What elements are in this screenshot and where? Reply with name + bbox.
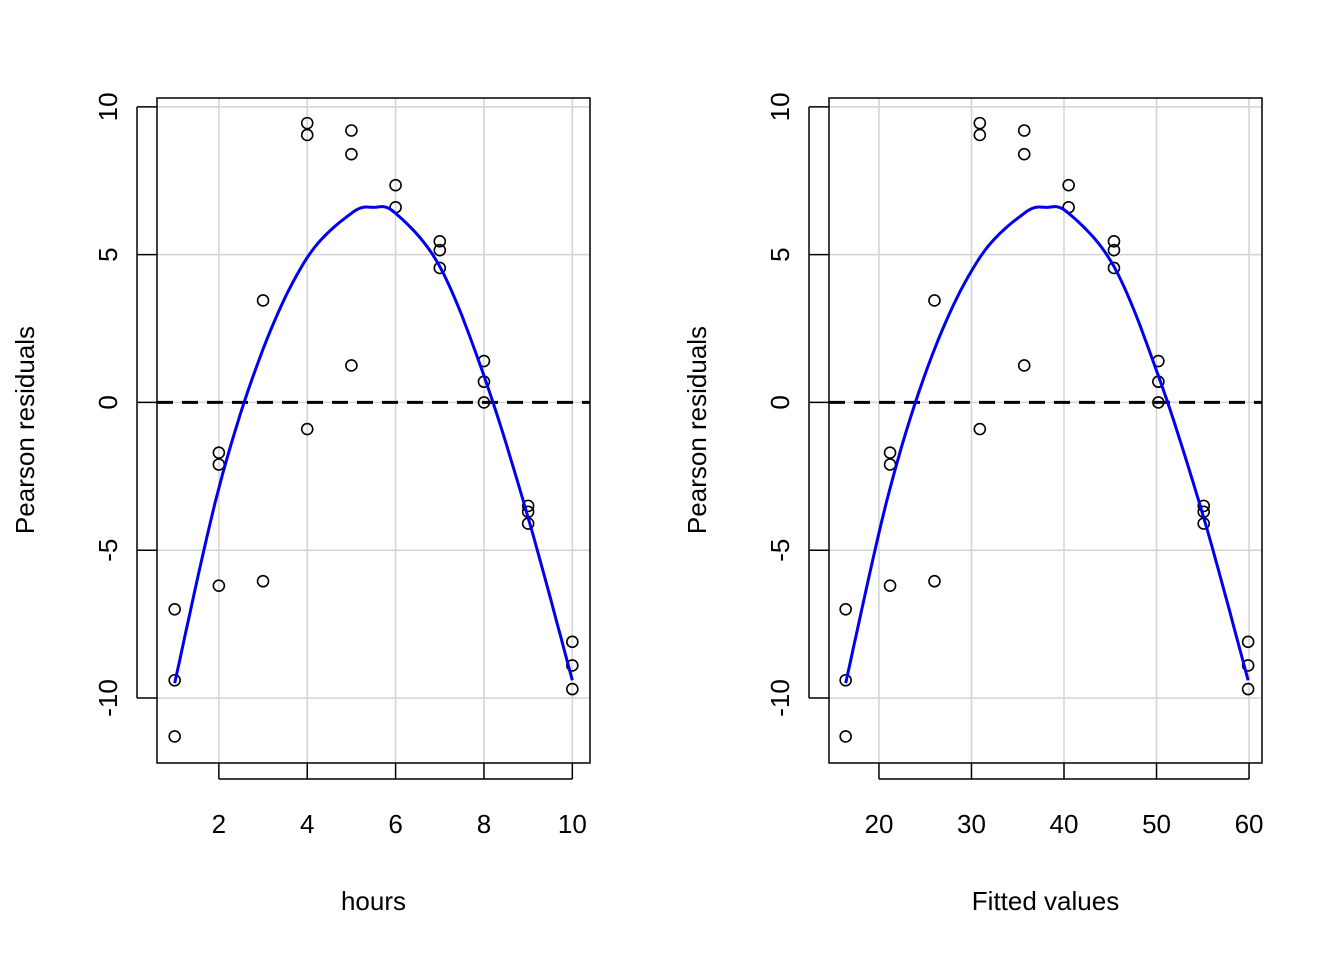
x-tick-label: 2 (212, 809, 226, 839)
data-point (256, 294, 270, 307)
data-point (1107, 235, 1121, 248)
data-point (1197, 499, 1211, 513)
data-point (521, 499, 535, 513)
plot-frame (156, 97, 591, 764)
data-point (345, 124, 358, 137)
data-point (1017, 359, 1031, 372)
data-point (168, 730, 181, 743)
data-point (433, 235, 447, 248)
y-tick-label: -10 (765, 679, 795, 717)
x-tick-label: 60 (1235, 809, 1264, 839)
smooth-curve (844, 205, 1250, 684)
y-tick-label: -5 (93, 539, 123, 562)
data-point (300, 422, 314, 436)
y-tick-label: 10 (765, 92, 795, 121)
y-tick-label: -10 (93, 679, 123, 717)
x-tick-label: 6 (388, 809, 402, 839)
data-point (300, 116, 314, 130)
data-point (928, 574, 941, 588)
data-point (1062, 178, 1075, 192)
x-tick-label: 4 (300, 809, 314, 839)
data-point (1017, 124, 1031, 137)
data-point (973, 422, 987, 436)
data-point (212, 579, 226, 592)
x-tick-label: 40 (1050, 809, 1079, 839)
x-tick-label: 30 (957, 809, 986, 839)
panel-2: 20 30 40 50 60 -10 -5 0 5 10 Fitted values Pearson … (682, 92, 1264, 916)
data-point (973, 128, 987, 142)
data-point (168, 603, 181, 616)
data-point (839, 673, 852, 687)
data-point (300, 128, 314, 142)
data-point (433, 243, 447, 257)
data-point (345, 147, 358, 161)
data-point (389, 178, 402, 192)
data-point (883, 579, 897, 592)
x-tick-label: 50 (1142, 809, 1171, 839)
data-point (839, 730, 852, 743)
y-axis-title: Pearson residuals (10, 326, 40, 534)
data-point (883, 446, 897, 459)
data-point (256, 574, 270, 588)
y-tick-label: 5 (765, 247, 795, 261)
y-tick-label: -5 (765, 539, 795, 562)
data-point (1241, 682, 1255, 696)
data-point (566, 635, 579, 649)
smooth-curve (173, 205, 574, 684)
x-tick-label: 8 (477, 809, 491, 839)
data-point (883, 458, 897, 471)
data-point (566, 682, 579, 696)
data-point (973, 116, 987, 130)
data-point (168, 673, 181, 687)
data-point (1107, 243, 1121, 257)
x-axis-title: Fitted values (972, 886, 1119, 916)
y-tick-label: 0 (765, 395, 795, 409)
y-axis-title: Pearson residuals (682, 326, 712, 534)
data-point (1107, 261, 1121, 275)
x-axis-title: hours (341, 886, 406, 916)
plot-frame (828, 97, 1263, 764)
x-tick-label: 10 (558, 809, 587, 839)
y-tick-label: 10 (93, 92, 123, 121)
y-tick-label: 5 (93, 247, 123, 261)
panel-1: 2 4 6 8 10 -10 -5 0 5 10 hours Pearson residuals (10, 92, 591, 916)
data-point (1241, 635, 1255, 649)
data-point (928, 294, 941, 307)
data-point (212, 446, 226, 459)
x-tick-label: 20 (865, 809, 894, 839)
y-tick-label: 0 (93, 395, 123, 409)
data-point (345, 359, 358, 372)
data-point (1017, 147, 1031, 161)
data-point (839, 603, 852, 616)
data-point (433, 261, 447, 275)
